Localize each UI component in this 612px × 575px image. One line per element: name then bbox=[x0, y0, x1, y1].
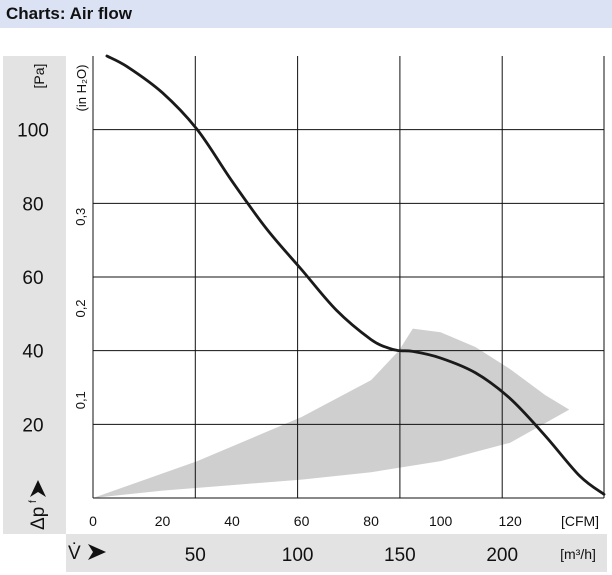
left-tick-label: 60 bbox=[22, 268, 43, 289]
pressure-symbol: Δp bbox=[28, 507, 49, 530]
left-tick-label: 80 bbox=[22, 194, 43, 215]
cfm-tick-label: 40 bbox=[224, 513, 240, 529]
operating-area bbox=[93, 328, 570, 498]
bottom-axis-unit: [CFM] bbox=[561, 513, 599, 529]
page-title: Charts: Air flow bbox=[6, 4, 132, 23]
airflow-curve bbox=[105, 54, 606, 496]
inner-tick-label: 0,2 bbox=[73, 299, 88, 317]
metric-tick-label: 150 bbox=[384, 545, 416, 566]
cfm-tick-label: 20 bbox=[155, 513, 171, 529]
pressure-arrow-icon bbox=[30, 480, 46, 497]
metric-tick-label: 100 bbox=[282, 545, 314, 566]
left-tick-label: 20 bbox=[22, 415, 43, 436]
metric-tick-label: 200 bbox=[486, 545, 518, 566]
cfm-tick-label: 80 bbox=[363, 513, 379, 529]
cfm-tick-label: 100 bbox=[429, 513, 453, 529]
inner-tick-label: 0,3 bbox=[73, 208, 88, 226]
cfm-tick-label: 0 bbox=[89, 513, 97, 529]
cfm-tick-label: 120 bbox=[498, 513, 522, 529]
title-bar: Charts: Air flow bbox=[0, 0, 612, 28]
left-axis-unit: [Pa] bbox=[31, 64, 47, 89]
bottom-axis-panel bbox=[66, 534, 607, 572]
inner-axis-unit: (in H₂O) bbox=[74, 65, 89, 112]
cfm-tick-label: 60 bbox=[294, 513, 310, 529]
left-axis-panel bbox=[3, 56, 66, 534]
inner-tick-label: 0,1 bbox=[73, 391, 88, 409]
pressure-label: Δp f bbox=[28, 500, 49, 530]
metric-tick-label: 50 bbox=[185, 545, 206, 566]
pressure-subscript: f bbox=[28, 500, 39, 503]
left-tick-label: 40 bbox=[22, 342, 43, 363]
metric-axis-unit: [m³/h] bbox=[560, 546, 596, 562]
left-tick-label: 100 bbox=[17, 121, 49, 142]
flow-symbol: V̇ bbox=[68, 543, 81, 564]
flow-arrow-icon bbox=[88, 544, 106, 560]
